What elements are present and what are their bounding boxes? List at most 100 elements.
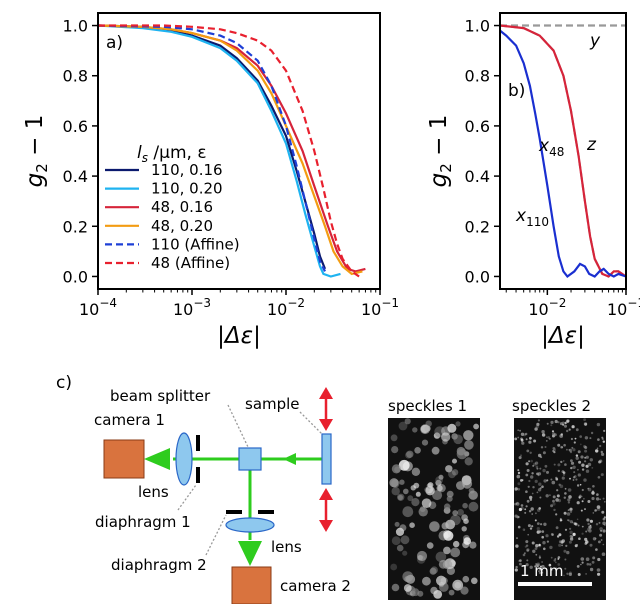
speckle-dot: [515, 544, 519, 548]
y-tick-label: 0.4: [63, 167, 88, 186]
speckle-dot: [585, 464, 589, 468]
speckle-dot: [527, 533, 529, 536]
panel-b-frame: [499, 12, 627, 290]
speckle-dot: [595, 548, 598, 551]
speckle-dot: [584, 446, 588, 449]
speckle-dot: [594, 509, 598, 512]
speckle-dot: [555, 498, 559, 502]
speckle-dot: [461, 526, 467, 532]
speckle-dot: [560, 445, 563, 449]
speckle-dot: [538, 570, 540, 573]
speckle-dot: [402, 506, 414, 518]
speckle-dot: [545, 440, 548, 442]
speckle-dot: [569, 477, 571, 480]
speckle-dot: [599, 498, 601, 501]
speckle-dot: [576, 518, 579, 521]
speckle-dot: [570, 437, 574, 441]
x-tick-label: 10−3: [173, 296, 211, 319]
speckle-dot: [409, 522, 415, 528]
speckle-dot: [589, 567, 594, 572]
speckle-dot: [583, 497, 585, 500]
speckle-dot: [554, 419, 558, 424]
speckle-dot: [435, 551, 447, 563]
y-tick-label: 0.0: [465, 267, 490, 286]
speckle-dot: [564, 528, 568, 531]
speckle-dot: [600, 473, 604, 477]
speckle-dot: [557, 563, 561, 566]
speckle-dot: [560, 433, 563, 436]
legend-entry: 48, 0.20: [151, 217, 213, 235]
speckle-dot: [569, 537, 574, 541]
speckle-dot: [538, 530, 542, 533]
label-sample: sample: [245, 395, 300, 413]
panel-c-label: c): [56, 373, 72, 393]
speckle-dot: [417, 590, 424, 597]
speckle-dot: [514, 502, 517, 506]
speckle-dot: [549, 494, 551, 497]
speckle-dot: [594, 509, 597, 512]
label-camera-2: camera 2: [280, 577, 351, 595]
speckle-dot: [532, 549, 536, 553]
speckle-dot: [536, 522, 540, 525]
speckle-dot: [452, 458, 457, 464]
speckle-dot: [463, 518, 469, 524]
speckle-dot: [602, 529, 606, 533]
speckle-dot: [597, 476, 601, 479]
speckle-dot: [521, 441, 525, 445]
speckle-dot: [450, 547, 461, 558]
speckle-dot: [566, 512, 571, 516]
speckle-dot: [539, 496, 542, 499]
lens-2-icon: [225, 517, 275, 533]
speckle-dot: [541, 430, 545, 434]
speckle-dot: [558, 540, 562, 544]
speckle-dot: [557, 443, 561, 447]
speckle-dot: [402, 571, 414, 582]
speckle-dot: [405, 451, 412, 459]
speckle-dot: [597, 557, 601, 562]
speckle-dot: [552, 432, 556, 436]
speckle-dot: [561, 476, 565, 480]
speckle-dot: [563, 496, 566, 499]
speckle-dot: [464, 457, 473, 466]
speckle-dot: [517, 429, 519, 432]
y-tick-label: 0.4: [465, 167, 490, 186]
speckle-dot: [575, 456, 579, 460]
speckle-dot: [448, 470, 456, 479]
speckle-dot: [566, 572, 569, 575]
speckle-dot: [596, 422, 601, 427]
speckle-dot: [602, 521, 606, 526]
speckle-dot: [528, 510, 532, 513]
speckle-dot: [438, 474, 444, 480]
speckle-dot: [520, 504, 524, 507]
panel-b-x-axis-label: |Δε|: [541, 323, 585, 349]
speckle-dot: [534, 547, 538, 550]
panel-a-frame: [97, 12, 381, 290]
speckle-dot: [572, 532, 576, 537]
speckle-dot: [577, 573, 581, 576]
y-tick-label: 0.8: [465, 67, 490, 86]
speckle-dot: [598, 460, 602, 464]
speckle-dot: [451, 433, 458, 440]
speckle-dot: [391, 446, 399, 454]
speckle-dot: [422, 576, 431, 586]
speckle-dot: [586, 518, 590, 522]
speckle-dot: [522, 528, 526, 531]
series-line-0-1: [97, 24, 341, 278]
speckle-dot: [543, 547, 546, 551]
speckle-dot: [435, 479, 442, 486]
speckle-dot: [452, 510, 459, 516]
speckle-dot: [414, 447, 421, 454]
speckle-dot: [560, 460, 563, 464]
speckle-dot: [557, 469, 560, 473]
speckle-dot: [554, 561, 557, 564]
speckle-dot: [601, 510, 605, 514]
speckle-dot: [397, 493, 405, 501]
speckle-dot: [601, 437, 604, 441]
speckle-dot: [447, 423, 457, 433]
speckle-dot: [430, 566, 438, 574]
speckle-dot: [545, 534, 549, 538]
speckle-dot: [528, 460, 531, 463]
speckle-dot: [524, 552, 526, 555]
speckle-dot: [580, 557, 585, 561]
speckle-dot: [602, 440, 605, 443]
